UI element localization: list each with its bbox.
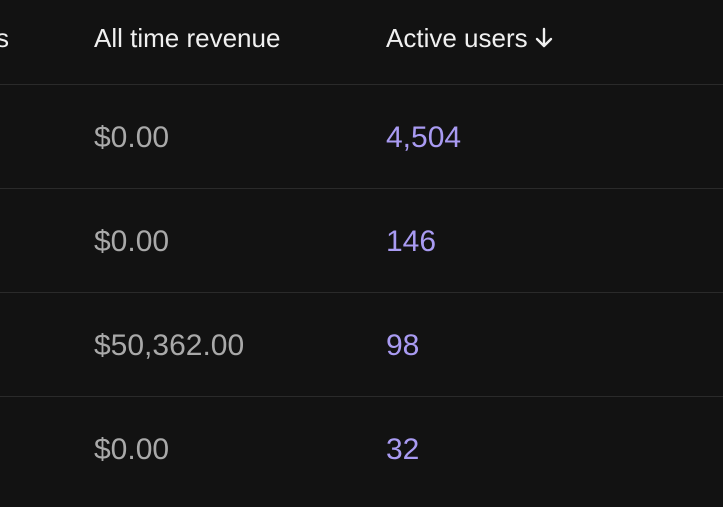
table-row[interactable]: $0.00 4,504	[0, 85, 723, 189]
column-header-partial[interactable]: s	[0, 23, 9, 53]
column-header-active-users[interactable]: Active users	[386, 25, 554, 51]
table-row[interactable]: $0.00 146	[0, 189, 723, 293]
active-users-cell: 146	[386, 225, 437, 258]
active-users-cell: 32	[386, 433, 420, 466]
active-users-cell: 4,504	[386, 121, 462, 154]
revenue-cell: $0.00	[94, 225, 170, 258]
table-row[interactable]: $0.00 32	[0, 397, 723, 501]
column-header-all-time-revenue[interactable]: All time revenue	[94, 23, 281, 53]
revenue-cell: $0.00	[94, 121, 170, 154]
revenue-cell: $0.00	[94, 433, 170, 466]
table-row[interactable]: $50,362.00 98	[0, 293, 723, 397]
table-header-row: s All time revenue Active users	[0, 0, 723, 85]
active-users-cell: 98	[386, 329, 420, 362]
arrow-down-icon	[535, 27, 552, 48]
column-header-active-users-label: Active users	[386, 23, 528, 53]
revenue-cell: $50,362.00	[94, 329, 245, 362]
